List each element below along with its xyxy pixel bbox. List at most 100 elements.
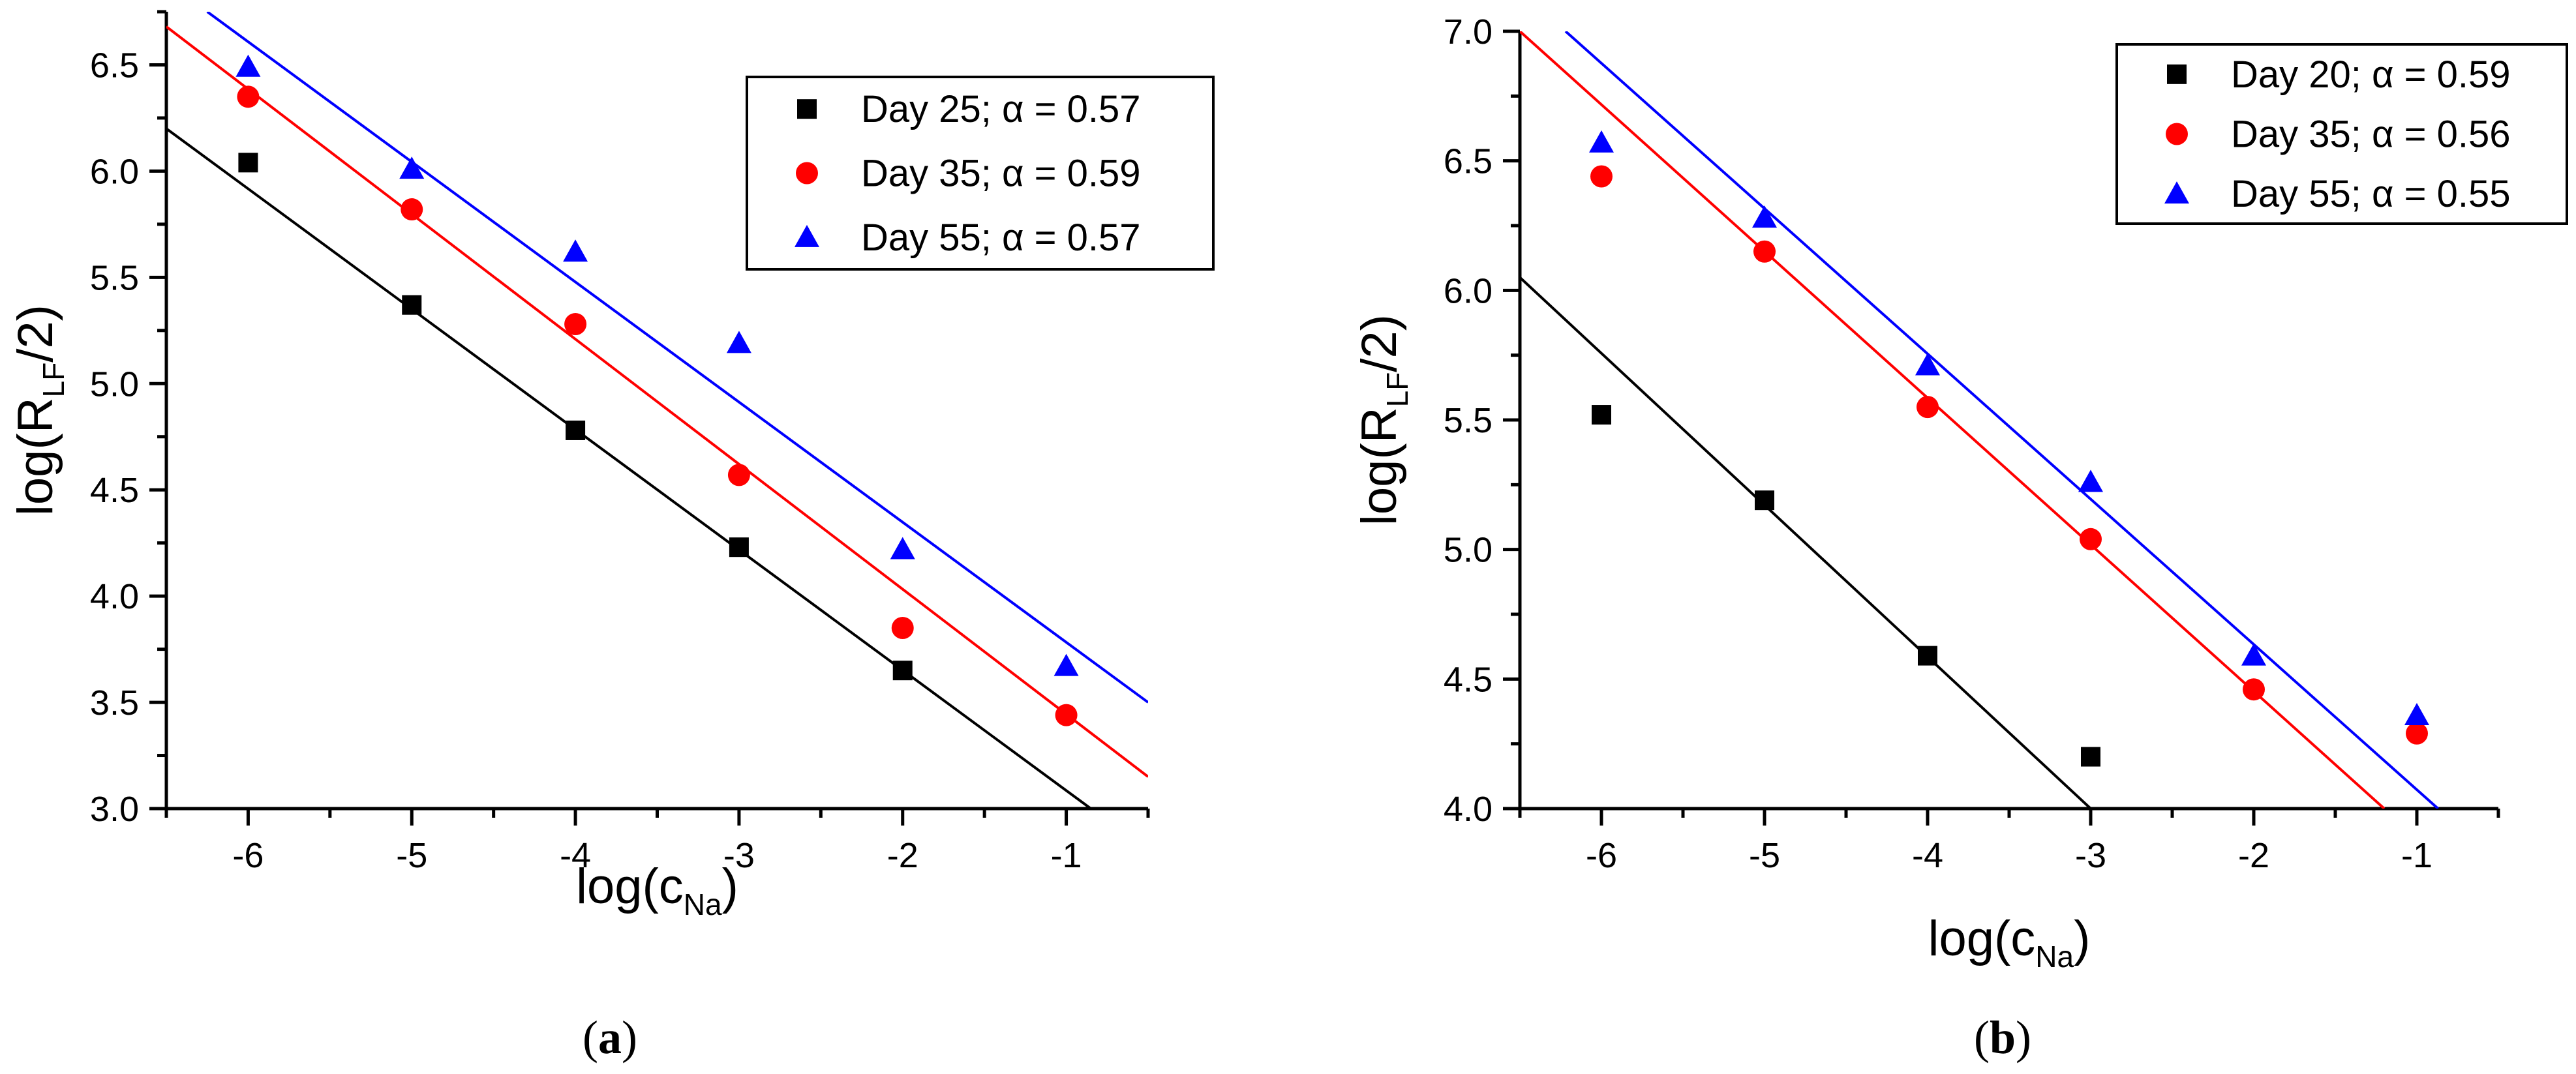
x-axis-title: log(cNa)	[576, 859, 738, 921]
panel-label: (a)	[583, 1011, 637, 1064]
legend-label-series-3: Day 55; α = 0.55	[2231, 173, 2511, 215]
data-point-series-2	[2080, 528, 2102, 550]
legend-label-series-2: Day 35; α = 0.56	[2231, 113, 2511, 156]
fit-line-series-2	[1520, 31, 2386, 809]
data-point-series-2	[2243, 678, 2265, 701]
chart-panel-b: -6 -5 -4 -3 -2 -1 4.0 4.5 5.0 5.5 6.0 6.5 7.0 log(cNa…	[1352, 12, 2568, 1064]
panel-label-open: (	[583, 1011, 598, 1064]
data-point-series-1	[2081, 747, 2100, 767]
data-point-series-2	[237, 85, 260, 108]
data-point-series-3	[1752, 205, 1777, 228]
panel-label-letter: a	[598, 1011, 622, 1064]
x-tick-label: -4	[1912, 836, 1943, 875]
fit-line-series-3	[1564, 31, 2439, 809]
data-point-series-3	[399, 157, 425, 179]
x-tick-label: -4	[560, 836, 591, 875]
data-point-series-2	[401, 198, 423, 221]
y-tick-label: 5.5	[1444, 401, 1493, 440]
chart-panel-a: -6 -5 -4 -3 -2 -1 3.0 3.5 4.0 4.5 5.0 5.5 6.0 6.5 log(…	[8, 10, 1215, 1064]
y-axis-title: log(RLF/2)	[1352, 314, 1414, 526]
data-point-series-2	[2406, 722, 2428, 745]
y-axis-title-sub: LF	[37, 363, 70, 398]
legend: Day 20; α = 0.59 Day 35; α = 0.56 Day 55; …	[2115, 43, 2568, 225]
data-point-series-3	[890, 537, 915, 559]
panel-label-close: )	[2016, 1011, 2031, 1064]
legend-label-series-1: Day 20; α = 0.59	[2231, 53, 2511, 96]
x-tick-label: -3	[723, 836, 755, 875]
legend-box	[2115, 43, 2568, 225]
y-tick-label: 6.5	[90, 46, 139, 85]
data-point-series-3	[2241, 643, 2266, 666]
legend: Day 25; α = 0.57 Day 35; α = 0.59 Day 55; …	[746, 76, 1215, 271]
data-point-series-3	[2404, 702, 2429, 725]
data-point-series-1	[566, 420, 586, 440]
y-axis-title-main: log(R	[8, 397, 63, 516]
y-tick-label: 6.0	[90, 152, 139, 191]
data-point-series-1	[1918, 646, 1937, 666]
y-tick-label: 6.5	[1444, 142, 1493, 181]
x-tick-label: -1	[2401, 836, 2432, 875]
data-point-series-2	[1753, 240, 1776, 263]
panel-label-close: )	[622, 1011, 637, 1064]
data-point-series-3	[1053, 653, 1079, 676]
panel-label-letter: b	[1990, 1011, 2016, 1064]
fit-line-series-1	[1520, 276, 2092, 809]
data-point-series-2	[891, 617, 914, 640]
legend-marker-series-1	[797, 99, 817, 119]
x-tick-label: -2	[887, 836, 918, 875]
x-tick-label: -3	[2075, 836, 2106, 875]
y-tick-label: 3.0	[90, 790, 139, 829]
legend-marker-series-2	[796, 162, 818, 185]
legend-marker-series-3	[2164, 181, 2189, 204]
x-axis-title-sub: Na	[2035, 940, 2074, 974]
y-tick-label: 6.0	[1444, 271, 1493, 310]
y-axis-title-end: /2)	[1352, 314, 1407, 372]
legend-label-series-3: Day 55; α = 0.57	[861, 216, 1141, 259]
x-axis-title-main: log(c	[576, 859, 684, 914]
y-tick-label: 7.0	[1444, 12, 1493, 52]
x-axis-title-end: )	[2074, 911, 2090, 966]
data-point-series-3	[235, 54, 261, 77]
legend-marker-series-3	[795, 224, 819, 247]
legend-label-series-2: Day 35; α = 0.59	[861, 153, 1141, 195]
y-axis-title-sub: LF	[1380, 372, 1414, 408]
data-point-series-2	[727, 464, 750, 486]
data-point-series-1	[729, 537, 749, 558]
data-point-series-1	[892, 661, 913, 681]
y-tick-label: 5.0	[90, 365, 139, 404]
data-point-series-3	[726, 331, 751, 353]
fit-line-series-1	[166, 127, 1092, 809]
y-tick-label: 4.5	[1444, 660, 1493, 699]
x-tick-label: -2	[2238, 836, 2269, 875]
data-point-series-1	[1755, 490, 1774, 511]
legend-marker-series-1	[2167, 64, 2187, 84]
panel-label-open: (	[1974, 1011, 1990, 1064]
legend-box	[746, 76, 1215, 271]
data-point-series-2	[1917, 396, 1939, 419]
data-point-series-3	[1915, 353, 1940, 376]
data-point-series-1	[238, 153, 258, 173]
data-point-series-2	[1055, 704, 1078, 726]
data-point-series-2	[564, 313, 587, 336]
x-axis-title: log(cNa)	[1928, 911, 2091, 974]
y-tick-label: 4.0	[90, 577, 139, 616]
data-point-series-3	[1589, 130, 1614, 153]
x-tick-label: -6	[232, 836, 264, 875]
legend-marker-series-2	[2166, 123, 2188, 145]
legend-label-series-1: Day 25; α = 0.57	[861, 88, 1141, 130]
y-axis-title-main: log(R	[1352, 407, 1407, 526]
x-tick-label: -5	[396, 836, 427, 875]
y-tick-label: 4.0	[1444, 790, 1493, 829]
data-point-series-3	[2078, 470, 2103, 492]
fit-line-series-2	[166, 25, 1148, 778]
data-point-series-1	[1592, 405, 1611, 425]
data-point-series-1	[402, 295, 422, 315]
x-axis-title-end: )	[722, 859, 738, 914]
data-point-series-2	[1590, 165, 1613, 188]
y-axis-title-end: /2)	[8, 305, 63, 363]
x-tick-label: -6	[1586, 836, 1617, 875]
y-axis-title: log(RLF/2)	[8, 305, 70, 516]
data-point-series-3	[563, 239, 588, 262]
y-tick-label: 3.5	[90, 683, 139, 723]
